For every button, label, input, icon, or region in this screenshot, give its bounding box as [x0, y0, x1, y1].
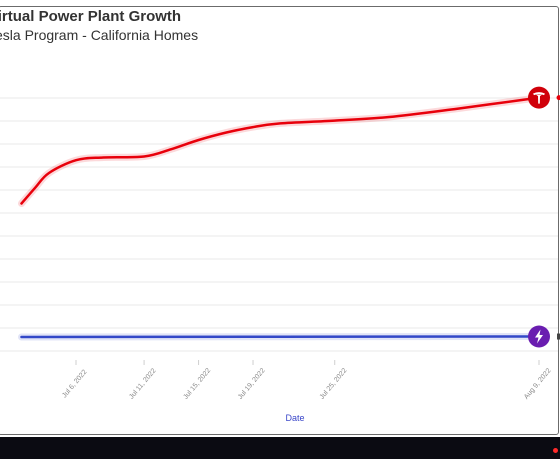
tesla-logo-icon [533, 92, 545, 96]
series-0-line [20, 96, 541, 205]
lightning-bolt-icon [535, 329, 543, 344]
x-tick-label: Jul 25, 2022 [319, 367, 349, 401]
series-1-line [20, 335, 541, 339]
series-1-legend-mark [557, 333, 560, 340]
series-0-legend-dot [556, 95, 560, 101]
x-tick-label: Jul 15, 2022 [182, 367, 212, 401]
tesla-logo-stem [536, 94, 542, 104]
chart-title: Virtual Power Plant Growth [0, 8, 182, 25]
bottom-bar [0, 437, 560, 459]
x-tick-label: Aug 9, 2022 [523, 367, 553, 401]
series-0-glow [18, 94, 543, 207]
bottom-indicator-dot [553, 448, 558, 453]
x-axis-label: Date [285, 413, 304, 423]
chart-subtitle: Tesla Program - California Homes [0, 27, 199, 43]
chart-frame [0, 6, 559, 435]
x-tick-label: Jul 6, 2022 [61, 369, 88, 400]
x-tick-label: Jul 19, 2022 [237, 367, 267, 401]
x-tick-label: Jul 11, 2022 [128, 367, 158, 400]
